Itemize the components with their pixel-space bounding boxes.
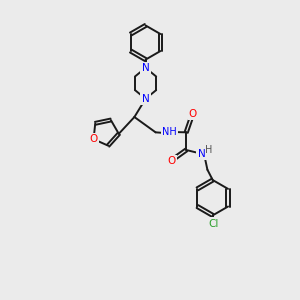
Text: O: O [189, 109, 197, 119]
Text: N: N [198, 148, 206, 158]
Text: Cl: Cl [208, 219, 218, 229]
Text: O: O [89, 134, 98, 144]
Text: H: H [205, 145, 213, 155]
Text: N: N [142, 63, 149, 73]
Text: N: N [142, 94, 149, 104]
Text: O: O [167, 156, 175, 166]
Text: NH: NH [162, 127, 177, 137]
